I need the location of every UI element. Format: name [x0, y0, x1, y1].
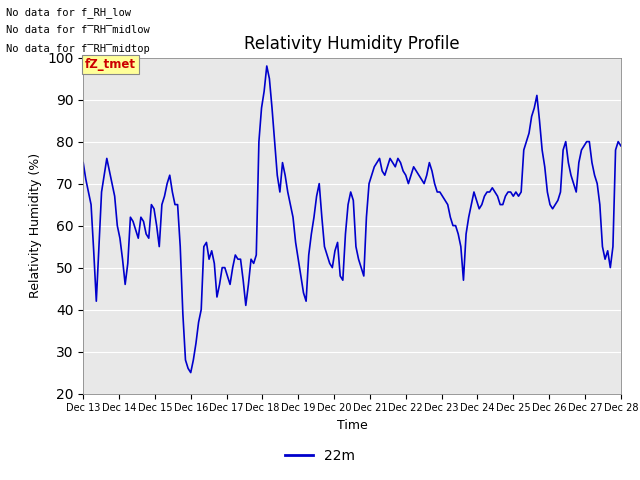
Text: No data for f̅RH̅midtop: No data for f̅RH̅midtop: [6, 44, 150, 54]
Text: No data for f_RH_low: No data for f_RH_low: [6, 7, 131, 18]
X-axis label: Time: Time: [337, 419, 367, 432]
Text: fZ_tmet: fZ_tmet: [85, 58, 136, 71]
Text: No data for f̅RH̅midlow: No data for f̅RH̅midlow: [6, 25, 150, 36]
Title: Relativity Humidity Profile: Relativity Humidity Profile: [244, 35, 460, 53]
Legend: 22m: 22m: [280, 443, 360, 468]
Y-axis label: Relativity Humidity (%): Relativity Humidity (%): [29, 153, 42, 298]
